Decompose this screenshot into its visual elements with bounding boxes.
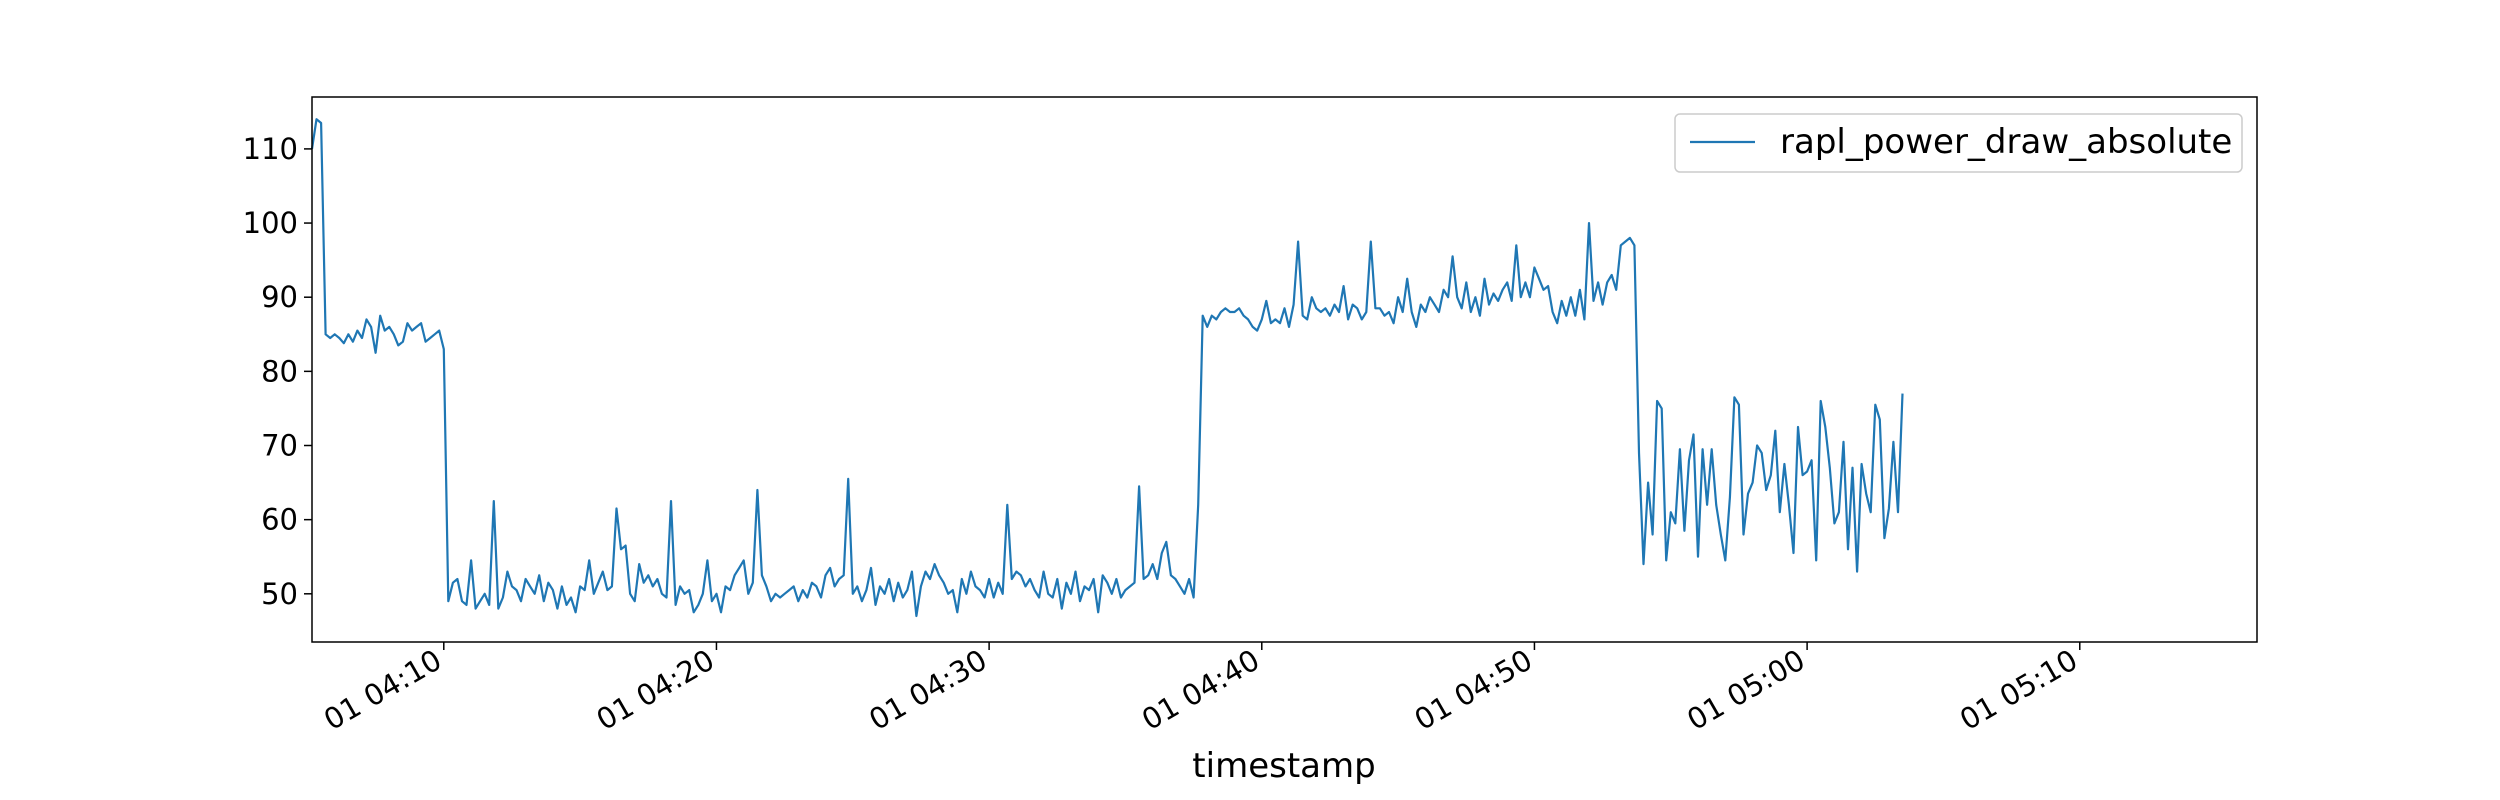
y-axis: 50 60 70 80 90 100 110 (243, 132, 312, 611)
y-tick-label: 100 (243, 206, 298, 240)
plot-frame (311, 96, 2258, 643)
legend: rapl_power_draw_absolute (1674, 113, 2243, 173)
y-tick-label: 70 (261, 429, 298, 463)
series-line-rapl-power-draw-absolute (310, 118, 1904, 618)
y-tick-label: 60 (261, 503, 298, 537)
y-tick-label: 50 (261, 577, 298, 611)
legend-entry-label: rapl_power_draw_absolute (1780, 122, 2232, 162)
y-tick-label: 80 (261, 354, 298, 388)
y-tick-label: 110 (243, 132, 298, 166)
y-tick-label: 90 (261, 280, 298, 314)
legend-box (1674, 113, 2243, 173)
x-axis-label: timestamp (1192, 746, 1375, 786)
